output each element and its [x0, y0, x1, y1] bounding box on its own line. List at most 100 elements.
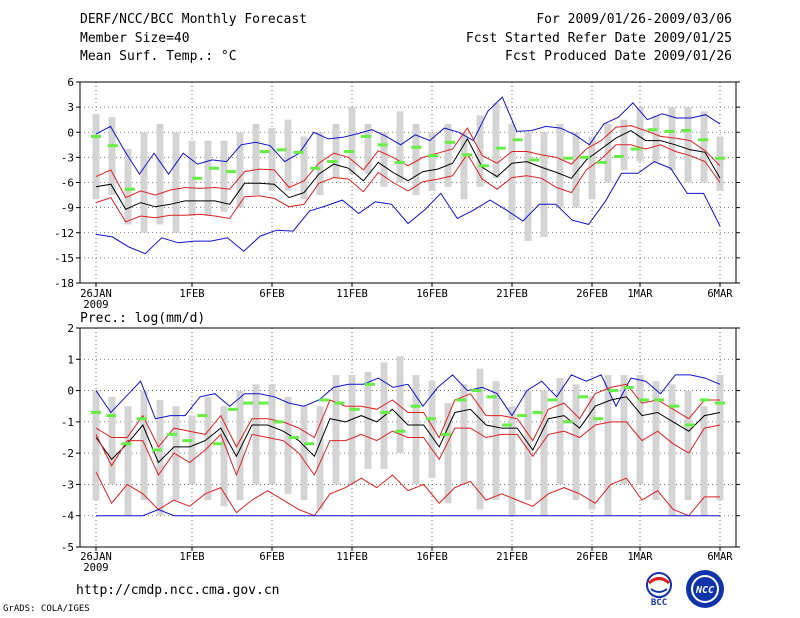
spread-box [332, 123, 340, 179]
spread-box [124, 406, 132, 516]
median-marker [107, 144, 118, 148]
median-marker [529, 158, 540, 162]
grads-credit: GrADS: COLA/IGES [3, 604, 90, 614]
spread-box [492, 102, 500, 179]
spread-box [268, 128, 276, 191]
spread-box [524, 390, 532, 501]
x-tick-label: 6FEB [259, 288, 284, 300]
median-marker [212, 442, 223, 446]
median-marker [258, 401, 269, 405]
spread-box [684, 390, 692, 501]
spread-box [396, 111, 404, 183]
median-marker [334, 401, 345, 405]
median-marker [715, 401, 725, 405]
spread-box [428, 381, 436, 479]
spread-box [236, 132, 244, 208]
spread-box [620, 374, 628, 485]
median-marker [91, 410, 101, 414]
median-marker [684, 423, 695, 427]
spread-box [348, 374, 356, 485]
spread-box [92, 390, 100, 501]
source-url[interactable]: http://cmdp.ncc.cma.gov.cn [76, 583, 280, 598]
spread-box [252, 123, 260, 196]
spread-box [172, 132, 180, 233]
series-line-min [96, 508, 720, 517]
spread-box [652, 115, 660, 162]
spread-box [188, 415, 196, 485]
x-tick-label: 6MAR [707, 551, 733, 563]
series-line-min [95, 161, 721, 255]
median-marker [124, 187, 135, 191]
spread-box [284, 119, 292, 191]
spread-box [316, 406, 324, 510]
spread-box [300, 136, 308, 200]
x-tick-label: 1MAR [627, 288, 653, 300]
median-marker [578, 395, 589, 399]
series-line-upper [95, 383, 720, 448]
spread-box [540, 390, 548, 516]
spread-box [476, 368, 484, 510]
median-marker [428, 154, 439, 158]
chart-title: DERF/NCC/BCC Monthly Forecast [80, 12, 307, 27]
spread-box [604, 374, 612, 516]
forecast-produced: Fcst Produced Date 2009/01/26 [505, 49, 732, 64]
median-marker [495, 146, 506, 150]
x-tick-label: 11FEB [336, 551, 368, 563]
series-line-max [95, 96, 721, 176]
spread-box [684, 107, 692, 183]
median-marker [276, 148, 287, 152]
y-tick-label: -3 [61, 151, 74, 164]
y-tick-label: 6 [67, 76, 74, 89]
median-marker [699, 398, 710, 402]
spread-box [236, 390, 244, 501]
spread-box [508, 406, 516, 516]
spread-box [588, 136, 596, 200]
median-marker [197, 414, 208, 418]
ncc-logo: NCC [686, 570, 724, 608]
spread-box [652, 381, 660, 501]
median-marker [209, 166, 220, 170]
median-marker [547, 398, 558, 402]
spread-box [124, 149, 132, 225]
x-tick-label: 26JAN [80, 288, 112, 300]
median-marker [394, 160, 405, 164]
y-tick-label: -18 [54, 277, 74, 290]
x-tick-label: 26FEB [576, 288, 608, 300]
spread-box [700, 111, 708, 183]
spread-box [300, 406, 308, 501]
spread-box [668, 384, 676, 516]
y-tick-label: 2 [67, 322, 74, 335]
y-tick-label: 3 [67, 101, 74, 114]
spread-box [364, 123, 372, 175]
median-marker [151, 448, 162, 452]
spread-box [412, 374, 420, 485]
spread-box [524, 132, 532, 242]
spread-box [460, 384, 468, 485]
median-marker [664, 129, 675, 133]
spread-box [700, 406, 708, 516]
spread-box [716, 136, 724, 191]
x-tick-label: 1MAR [627, 551, 653, 563]
spread-box [140, 132, 148, 233]
bcc-logo-text: BCC [651, 598, 667, 608]
y-tick-label: 0 [67, 126, 74, 139]
median-marker [319, 398, 330, 402]
median-marker [343, 150, 354, 154]
x-tick-sublabel: 2009 [83, 562, 108, 574]
median-marker [630, 147, 641, 151]
median-marker [288, 436, 299, 439]
median-marker [647, 128, 658, 132]
median-marker [310, 166, 321, 170]
median-marker [410, 404, 421, 408]
spread-box [588, 396, 596, 510]
median-marker [304, 442, 315, 446]
y-tick-label: -6 [61, 177, 74, 190]
median-marker [106, 414, 117, 418]
spread-box [492, 381, 500, 501]
median-marker [486, 395, 497, 399]
spread-box [252, 384, 260, 485]
median-marker [462, 153, 473, 157]
spread-box [508, 123, 516, 221]
median-marker [91, 134, 101, 138]
